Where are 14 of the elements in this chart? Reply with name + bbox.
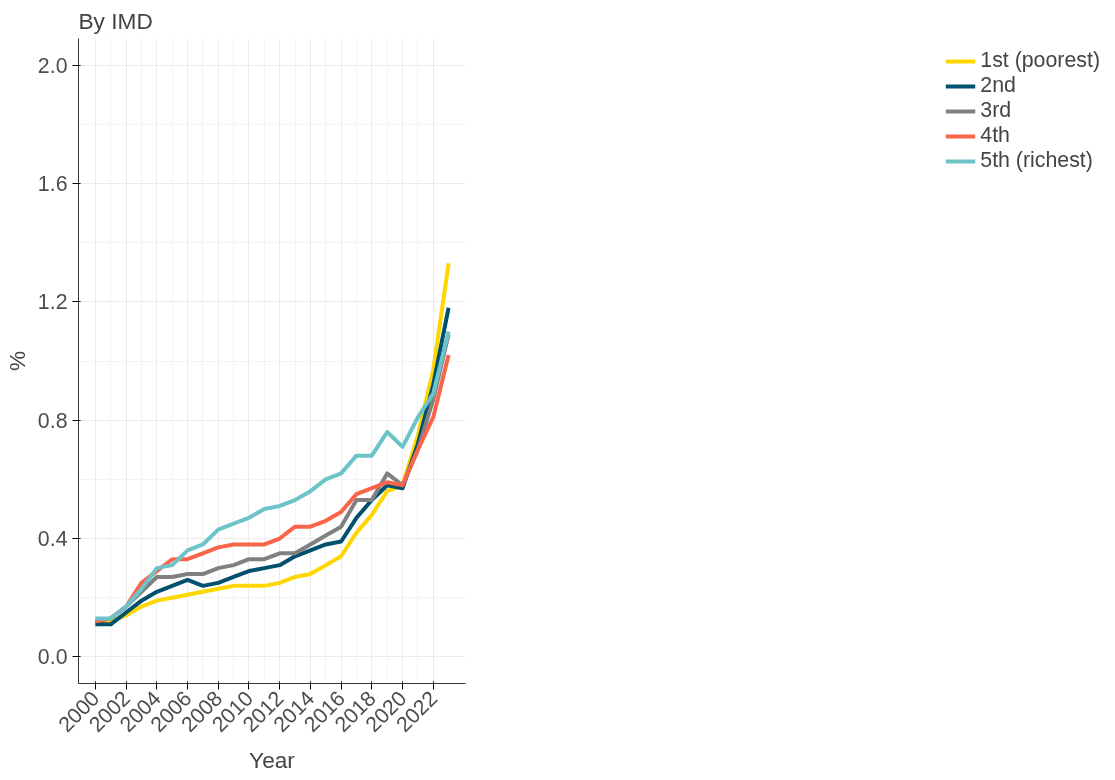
x-axis-title: Year xyxy=(249,746,296,773)
legend-label: 4th xyxy=(980,123,1010,148)
y-tick-label: 1.2 xyxy=(37,290,68,315)
legend-label: 5th (richest) xyxy=(980,148,1093,173)
y-tick-label: 2.0 xyxy=(37,53,68,78)
y-tick-label: 1.6 xyxy=(37,171,68,196)
legend-label: 1st (poorest) xyxy=(980,48,1100,73)
legend-label: 2nd xyxy=(980,73,1016,98)
y-tick-label: 0.0 xyxy=(37,645,68,670)
legend-label: 3rd xyxy=(980,98,1012,123)
y-tick-label: 0.4 xyxy=(37,527,68,552)
chart-title: By IMD xyxy=(78,7,153,34)
y-axis-title: % xyxy=(3,350,30,372)
y-tick-label: 0.8 xyxy=(37,408,68,433)
